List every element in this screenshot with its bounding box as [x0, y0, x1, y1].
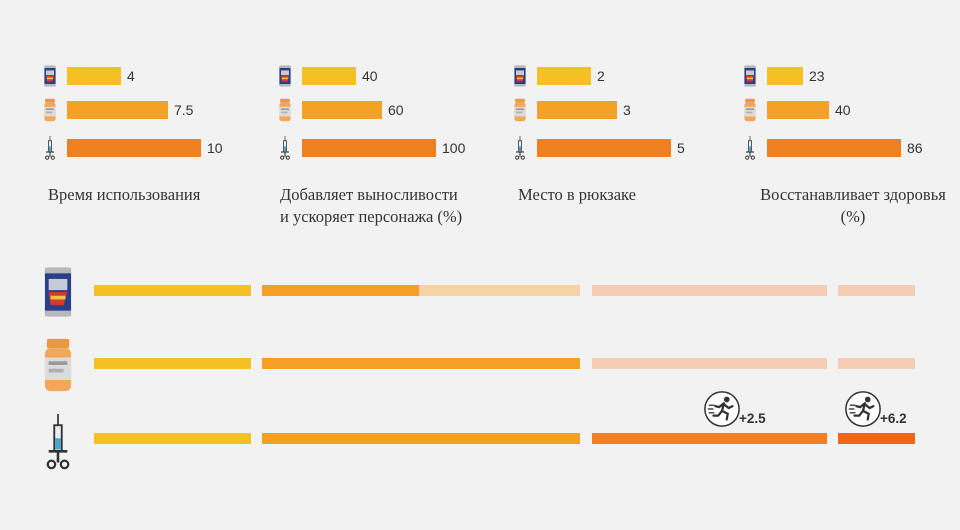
panel-title-line: Добавляет выносливости [280, 185, 458, 204]
bar-row: 3 [510, 98, 730, 120]
data-label: 100 [442, 140, 466, 156]
timeline-segment [262, 285, 419, 296]
pills-icon [38, 337, 78, 393]
panel-title-line: (%) [840, 207, 866, 226]
can-icon [40, 64, 60, 88]
data-label: 5 [677, 140, 685, 156]
bar [537, 67, 591, 85]
stat-panel: 4 7.5 10 Время использования [40, 60, 260, 240]
can-icon [740, 64, 760, 88]
timeline-segment [592, 285, 827, 296]
bar-row: 40 [275, 64, 495, 86]
data-label: 40 [835, 102, 851, 118]
data-label: 60 [388, 102, 404, 118]
timeline-segment [94, 285, 251, 296]
pills-icon [275, 98, 295, 122]
timeline-segment [419, 285, 580, 296]
timeline-segment [592, 358, 827, 369]
data-label: 10 [207, 140, 223, 156]
stat-panel: 2 3 5 Место в рюкзаке [510, 60, 730, 240]
speed-boost-label: +2.5 [739, 411, 766, 426]
panel-title-line: Место в рюкзаке [518, 185, 636, 204]
can-icon [510, 64, 530, 88]
bar-row: 23 [740, 64, 960, 86]
bar-row: 5 [510, 136, 730, 158]
timeline-segment [838, 358, 915, 369]
bar [767, 101, 829, 119]
bar [67, 139, 201, 157]
stat-panel: 23 40 86 Восстанавливает здоровья (%) [740, 60, 960, 240]
panel-title: Время использования [48, 184, 288, 206]
bar-row: 2 [510, 64, 730, 86]
bar-row: 60 [275, 98, 495, 120]
can-icon [38, 264, 78, 320]
bar [302, 67, 356, 85]
bar [67, 101, 168, 119]
running-man-icon [703, 390, 741, 428]
timeline-segment [838, 285, 915, 296]
bar-row: 7.5 [40, 98, 260, 120]
bar-row: 86 [740, 136, 960, 158]
pills-icon [740, 98, 760, 122]
bar-row: 10 [40, 136, 260, 158]
timeline-row-can [0, 260, 960, 320]
pills-icon [510, 98, 530, 122]
bar [767, 67, 803, 85]
timeline-segment [838, 433, 915, 444]
bar [537, 101, 617, 119]
timeline-row-syringe: +2.5 +6.2 [0, 410, 960, 470]
timeline-segment [94, 358, 251, 369]
bar-row: 40 [740, 98, 960, 120]
running-man-icon [844, 390, 882, 428]
data-label: 4 [127, 68, 135, 84]
timeline-segment [592, 433, 827, 444]
bar [302, 101, 382, 119]
panel-title-line: и ускоряет персонажа (%) [280, 207, 463, 226]
bar [767, 139, 901, 157]
duration-timeline: +2.5 +6.2 [0, 250, 960, 490]
data-label: 2 [597, 68, 605, 84]
timeline-row-pills [0, 335, 960, 395]
syringe-icon [510, 136, 530, 160]
syringe-icon [275, 136, 295, 160]
speed-boost-label: +6.2 [880, 411, 907, 426]
bar [302, 139, 436, 157]
timeline-segment [262, 358, 580, 369]
panel-title: Восстанавливает здоровья (%) [733, 184, 960, 228]
data-label: 86 [907, 140, 923, 156]
panel-title: Добавляет выносливости и ускоряет персона… [280, 184, 520, 228]
data-label: 7.5 [174, 102, 194, 118]
timeline-segment [262, 433, 580, 444]
data-label: 23 [809, 68, 825, 84]
pills-icon [40, 98, 60, 122]
data-label: 3 [623, 102, 631, 118]
bar-row: 100 [275, 136, 495, 158]
can-icon [275, 64, 295, 88]
syringe-icon [40, 136, 60, 160]
syringe-icon [740, 136, 760, 160]
panel-title-line: Восстанавливает здоровья [760, 185, 946, 204]
bar-row: 4 [40, 64, 260, 86]
stat-panel: 40 60 100 Добавляет выносливости и ускоряет … [275, 60, 495, 240]
bar [537, 139, 671, 157]
panel-title: Место в рюкзаке [518, 184, 758, 206]
bar [67, 67, 121, 85]
syringe-icon [38, 414, 78, 470]
timeline-segment [94, 433, 251, 444]
panel-title-line: Время использования [48, 185, 201, 204]
data-label: 40 [362, 68, 378, 84]
